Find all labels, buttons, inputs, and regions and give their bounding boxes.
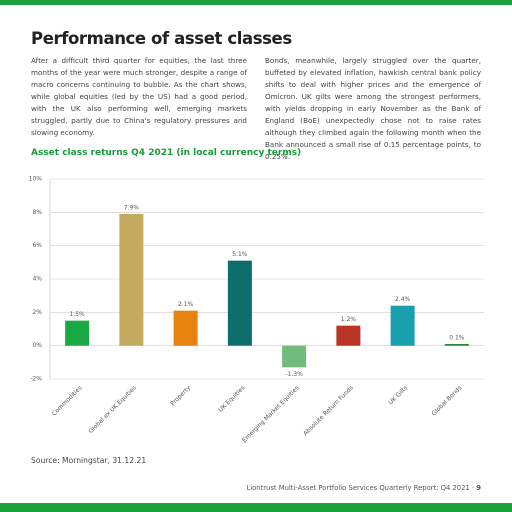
data-label: 2.4% — [395, 296, 411, 303]
y-tick-label: 8% — [32, 209, 42, 216]
data-label: 7.9% — [124, 205, 140, 212]
bar — [173, 310, 198, 346]
bottom-band — [0, 503, 512, 512]
bar — [227, 260, 252, 346]
data-label: 1.5% — [70, 311, 86, 318]
top-band — [0, 0, 512, 5]
paragraph: After a difficult third quarter for equi… — [31, 56, 247, 137]
y-tick-label: 2% — [32, 309, 42, 316]
footer-text: Liontrust Multi-Asset Portfolio Services… — [246, 484, 475, 492]
data-label: -1.3% — [285, 371, 303, 378]
data-label: 0.1% — [449, 335, 465, 342]
bar — [336, 325, 361, 346]
page-title: Performance of asset classes — [31, 29, 292, 48]
y-tick-label: -2% — [30, 376, 42, 383]
x-tick-label: UK Gilts — [387, 385, 409, 407]
x-tick-label: Global ex UK Equities — [87, 385, 137, 435]
paragraph: Bonds, meanwhile, largely struggled over… — [265, 56, 481, 161]
x-tick-label: Property — [169, 384, 192, 407]
bar — [444, 344, 469, 346]
y-tick-label: 10% — [29, 176, 43, 183]
footer: Liontrust Multi-Asset Portfolio Services… — [246, 484, 481, 492]
x-tick-label: UK Equities — [217, 385, 246, 414]
data-label: 5.1% — [232, 251, 248, 258]
y-tick-label: 0% — [32, 342, 42, 349]
y-tick-label: 4% — [32, 276, 42, 283]
bar — [119, 214, 144, 346]
bar — [390, 305, 415, 346]
chart-title: Asset class returns Q4 2021 (in local cu… — [31, 148, 302, 158]
data-label: 1.2% — [341, 316, 357, 323]
x-tick-label: Commodities — [51, 385, 84, 418]
source: Source: Morningstar, 31.12.21 — [31, 456, 147, 465]
page-number: 9 — [476, 484, 481, 492]
x-tick-label: Emerging Market Equities — [241, 385, 300, 444]
data-label: 2.1% — [178, 301, 194, 308]
x-tick-label: Absolute Return Funds — [302, 385, 355, 438]
bar — [65, 320, 90, 346]
y-tick-label: 6% — [32, 242, 42, 249]
bar — [282, 345, 307, 368]
x-tick-label: Global Bonds — [430, 385, 463, 418]
